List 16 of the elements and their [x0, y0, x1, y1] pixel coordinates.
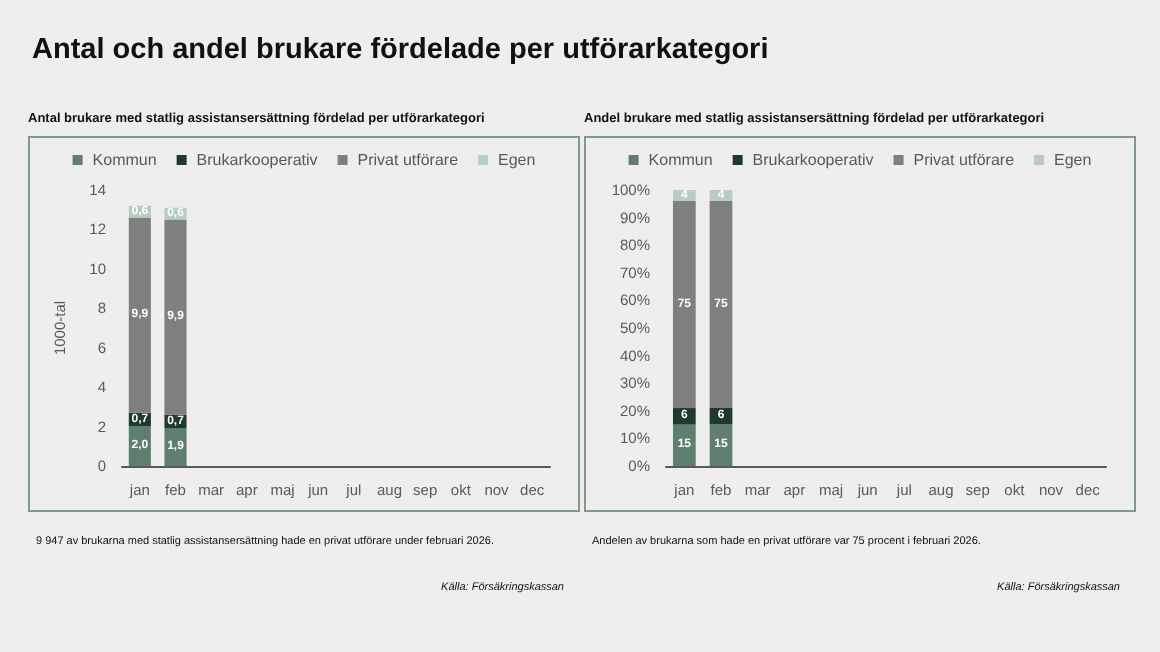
bar: [128, 217, 151, 413]
legend-label: Egen: [1054, 151, 1092, 169]
legend-label: Brukarkooperativ: [752, 151, 874, 169]
bar: [709, 201, 733, 409]
legend-label: Egen: [498, 151, 536, 169]
bar: [164, 428, 187, 466]
legend-label: Brukarkooperativ: [196, 151, 318, 169]
legend-label: Kommun: [648, 151, 713, 169]
bar: [672, 424, 696, 466]
bar: [164, 219, 187, 415]
chart-title: Antal och andel brukare fördelade per utförarkategori: [32, 34, 769, 66]
legend-label: Kommun: [92, 151, 157, 169]
legend-label: Privat utförare: [357, 151, 460, 169]
bar: [672, 201, 696, 409]
bar: [672, 408, 696, 425]
legend-label: Privat utförare: [913, 151, 1016, 169]
